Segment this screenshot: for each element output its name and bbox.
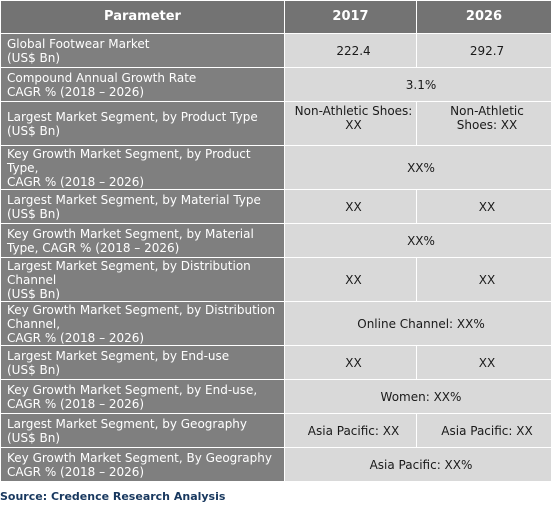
cell-line: Shoes: XX xyxy=(456,118,518,132)
parameter-cell: Key Growth Market Segment, by Distributi… xyxy=(0,301,285,346)
value-2017-cell: 222.4 xyxy=(284,33,417,68)
cell-line: Largest Market Segment, by Product Type xyxy=(7,109,258,124)
value-2026-cell: Non-Athletic Shoes: XX xyxy=(416,101,551,146)
cell-line: Channel, xyxy=(7,316,61,331)
cell-line: CAGR % (2018 – 2026) xyxy=(7,464,145,479)
table-row: Largest Market Segment, by Geography (US$… xyxy=(0,413,551,448)
table-row: Largest Market Segment, by Product Type(… xyxy=(0,101,551,146)
value-2026-cell: XX xyxy=(416,257,551,302)
value-2017-cell: Non-Athletic Shoes: XX xyxy=(284,101,417,146)
table-row: Key Growth Market Segment, By Geography C… xyxy=(0,447,551,482)
table-row: Global Footwear Market (US$ Bn) 222.4 292.7 xyxy=(0,33,551,68)
cell-line: (US$ Bn) xyxy=(7,123,61,138)
cell-line: Key Growth Market Segment, by Distributi… xyxy=(7,302,276,317)
table-header-row: Parameter 2017 2026 xyxy=(0,0,551,34)
table-row: Largest Market Segment, by Distribution C… xyxy=(0,257,551,302)
cell-line: Non-Athletic xyxy=(450,104,524,118)
parameter-cell: Largest Market Segment, by Product Type(… xyxy=(0,101,285,146)
cell-line: (US$ Bn) xyxy=(7,50,61,65)
parameter-cell: Largest Market Segment, by End-use (US$ B… xyxy=(0,345,285,380)
table-row: Key Growth Market Segment, by Distributi… xyxy=(0,301,551,346)
parameter-cell: Key Growth Market Segment, by Product Typ… xyxy=(0,145,285,190)
cell-line: Key Growth Market Segment, by End-use, xyxy=(7,382,258,397)
cell-line: (US$ Bn) xyxy=(7,430,61,445)
cell-line: Largest Market Segment, by End-use xyxy=(7,348,230,363)
value-2026-cell: XX xyxy=(416,345,551,380)
parameter-cell: Key Growth Market Segment, by End-use, CA… xyxy=(0,379,285,414)
parameter-cell: Key Growth Market Segment, by Material Ty… xyxy=(0,223,285,258)
cell-line: CAGR % (2018 – 2026) xyxy=(7,396,145,411)
cell-line: (US$ Bn) xyxy=(7,206,61,221)
value-2026-cell: 292.7 xyxy=(416,33,551,68)
cell-line: CAGR % (2018 – 2026) xyxy=(7,174,145,189)
merged-value-cell: Asia Pacific: XX% xyxy=(284,447,551,482)
merged-value-cell: Online Channel: XX% xyxy=(284,301,551,346)
cell-line: Channel xyxy=(7,272,57,287)
merged-value-cell: XX% xyxy=(284,223,551,258)
table-row: Compound Annual Growth Rate CAGR % (2018 … xyxy=(0,67,551,102)
merged-value-cell: XX% xyxy=(284,145,551,190)
table-row: Largest Market Segment, by End-use (US$ B… xyxy=(0,345,551,380)
cell-line: Largest Market Segment, by Material Type xyxy=(7,192,261,207)
parameter-cell: Largest Market Segment, by Geography (US$… xyxy=(0,413,285,448)
value-2017-cell: XX xyxy=(284,257,417,302)
market-summary-table: Parameter 2017 2026 Global Footwear Mark… xyxy=(0,0,551,482)
cell-line: XX xyxy=(345,118,362,132)
header-year-2026: 2026 xyxy=(416,0,551,34)
cell-line: Key Growth Market Segment, By Geography xyxy=(7,450,272,465)
header-year-2017: 2017 xyxy=(284,0,417,34)
header-parameter: Parameter xyxy=(0,0,285,34)
source-note: Source: Credence Research Analysis xyxy=(0,490,226,503)
cell-line: Non-Athletic Shoes: xyxy=(294,104,413,118)
parameter-cell: Largest Market Segment, by Material Type… xyxy=(0,189,285,224)
parameter-cell: Global Footwear Market (US$ Bn) xyxy=(0,33,285,68)
cell-line: Largest Market Segment, by Distribution xyxy=(7,258,251,273)
cell-line: CAGR % (2018 – 2026) xyxy=(7,330,145,345)
table-row: Key Growth Market Segment, by End-use, CA… xyxy=(0,379,551,414)
value-2026-cell: Asia Pacific: XX xyxy=(416,413,551,448)
cell-line: (US$ Bn) xyxy=(7,286,61,301)
table-body: Global Footwear Market (US$ Bn) 222.4 292.7… xyxy=(0,33,551,482)
value-2017-cell: Asia Pacific: XX xyxy=(284,413,417,448)
parameter-cell: Key Growth Market Segment, By Geography C… xyxy=(0,447,285,482)
value-2017-cell: XX xyxy=(284,345,417,380)
parameter-cell: Compound Annual Growth Rate CAGR % (2018 … xyxy=(0,67,285,102)
cell-line: Global Footwear Market xyxy=(7,36,150,51)
table-row: Key Growth Market Segment, by Product Typ… xyxy=(0,145,551,190)
table-row: Key Growth Market Segment, by Material Ty… xyxy=(0,223,551,258)
value-2026-cell: XX xyxy=(416,189,551,224)
value-2017-cell: XX xyxy=(284,189,417,224)
cell-line: CAGR % (2018 – 2026) xyxy=(7,84,145,99)
cell-line: Compound Annual Growth Rate xyxy=(7,70,197,85)
cell-line: Largest Market Segment, by Geography xyxy=(7,416,248,431)
cell-line: (US$ Bn) xyxy=(7,362,61,377)
cell-line: Key Growth Market Segment, by Product xyxy=(7,146,251,161)
cell-line: Type, CAGR % (2018 – 2026) xyxy=(7,240,180,255)
cell-line: Type, xyxy=(7,160,39,175)
cell-line: Key Growth Market Segment, by Material xyxy=(7,226,254,241)
table-row: Largest Market Segment, by Material Type… xyxy=(0,189,551,224)
merged-value-cell: 3.1% xyxy=(284,67,551,102)
parameter-cell: Largest Market Segment, by Distribution C… xyxy=(0,257,285,302)
merged-value-cell: Women: XX% xyxy=(284,379,551,414)
